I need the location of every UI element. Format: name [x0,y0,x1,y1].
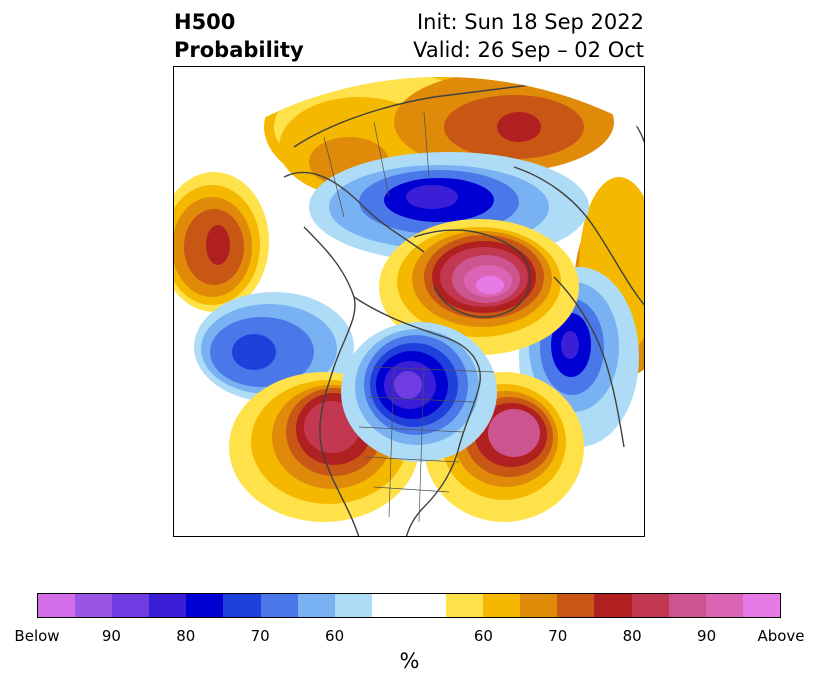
colorbar-segment [483,594,521,617]
anomaly-central-pacific-above [174,172,269,312]
map-svg [174,77,644,536]
colorbar-tick-label: 70 [250,627,270,645]
colorbar-tick-label: 90 [697,627,717,645]
colorbar-segment [520,594,558,617]
colorbar-tick-label: 80 [622,627,642,645]
colorbar-segment [38,594,76,617]
colorbar-segment [297,594,335,617]
colorbar-tick-label: Above [757,627,805,645]
colorbar-segment [75,594,113,617]
coastlines [183,77,644,536]
title-line-2: Probability [174,38,304,62]
anomaly-greenland-above [379,219,579,355]
colorbar-segment [705,594,743,617]
colorbar-segment [371,594,409,617]
colorbar-segment [742,594,780,617]
colorbar-segment [223,594,261,617]
colorbar-segment [112,594,150,617]
colorbar-tick-label: Below [14,627,60,645]
probability-map [173,66,645,537]
colorbar-segment [668,594,706,617]
colorbar-tick-label: 80 [176,627,196,645]
colorbar-segment [631,594,669,617]
colorbar-segment [594,594,632,617]
colorbar-segment [557,594,595,617]
colorbar-tick-label: 90 [101,627,121,645]
colorbar-segment [186,594,224,617]
colorbar-segment [334,594,372,617]
colorbar-segment [260,594,298,617]
colorbar-tick-label: 70 [548,627,568,645]
colorbar-segment [149,594,187,617]
title-line-1: H500 [174,10,236,34]
chart-title: H500 Probability [174,8,304,64]
anomaly-siberia-above [394,77,614,172]
chart-dates: Init: Sun 18 Sep 2022 Valid: 26 Sep – 02… [413,8,644,64]
colorbar-tick-label: 60 [325,627,345,645]
anomaly-central-canada-below [341,322,497,462]
colorbar-unit: % [399,649,420,673]
valid-dates: Valid: 26 Sep – 02 Oct [413,38,644,62]
colorbar-segment [446,594,484,617]
borders [323,111,495,523]
colorbar-segment [408,594,447,617]
colorbar-ticks: Below 90 80 70 60 60 70 80 90 Above [14,627,804,647]
colorbar-tick-label: 60 [473,627,493,645]
colorbar [37,593,781,618]
init-date: Init: Sun 18 Sep 2022 [416,10,644,34]
